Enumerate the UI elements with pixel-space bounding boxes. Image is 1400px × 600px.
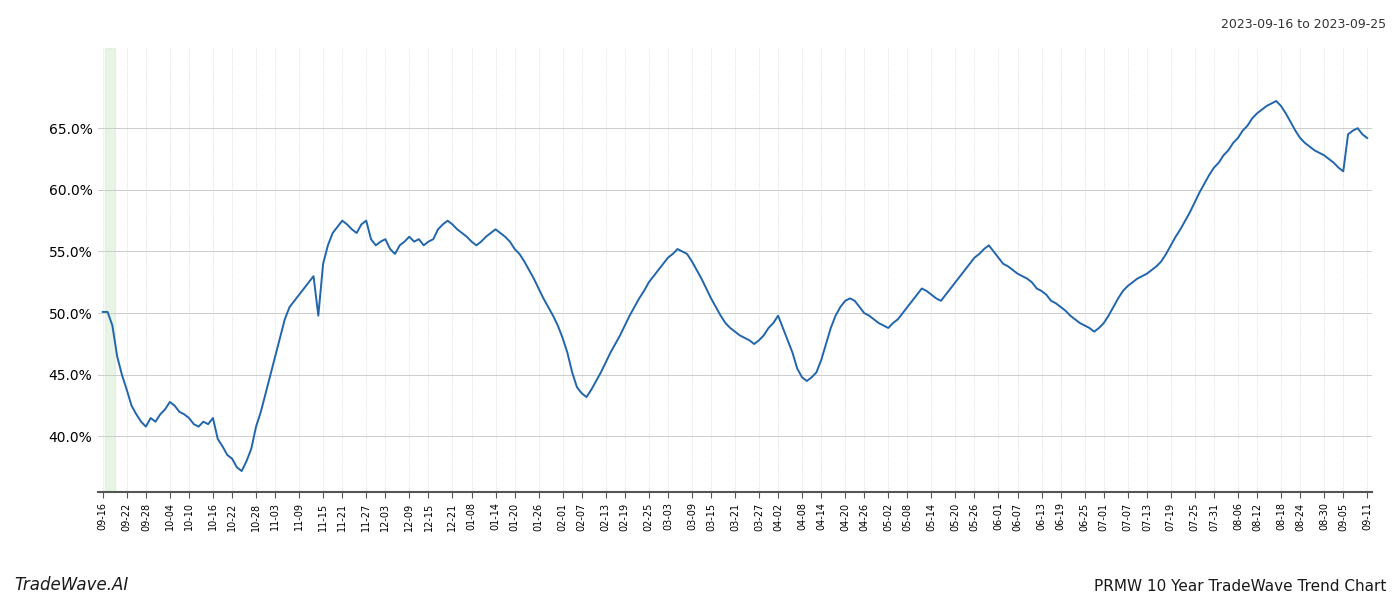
Text: TradeWave.AI: TradeWave.AI bbox=[14, 576, 129, 594]
Bar bbox=[105, 48, 115, 492]
Text: 2023-09-16 to 2023-09-25: 2023-09-16 to 2023-09-25 bbox=[1221, 18, 1386, 31]
Text: PRMW 10 Year TradeWave Trend Chart: PRMW 10 Year TradeWave Trend Chart bbox=[1093, 579, 1386, 594]
